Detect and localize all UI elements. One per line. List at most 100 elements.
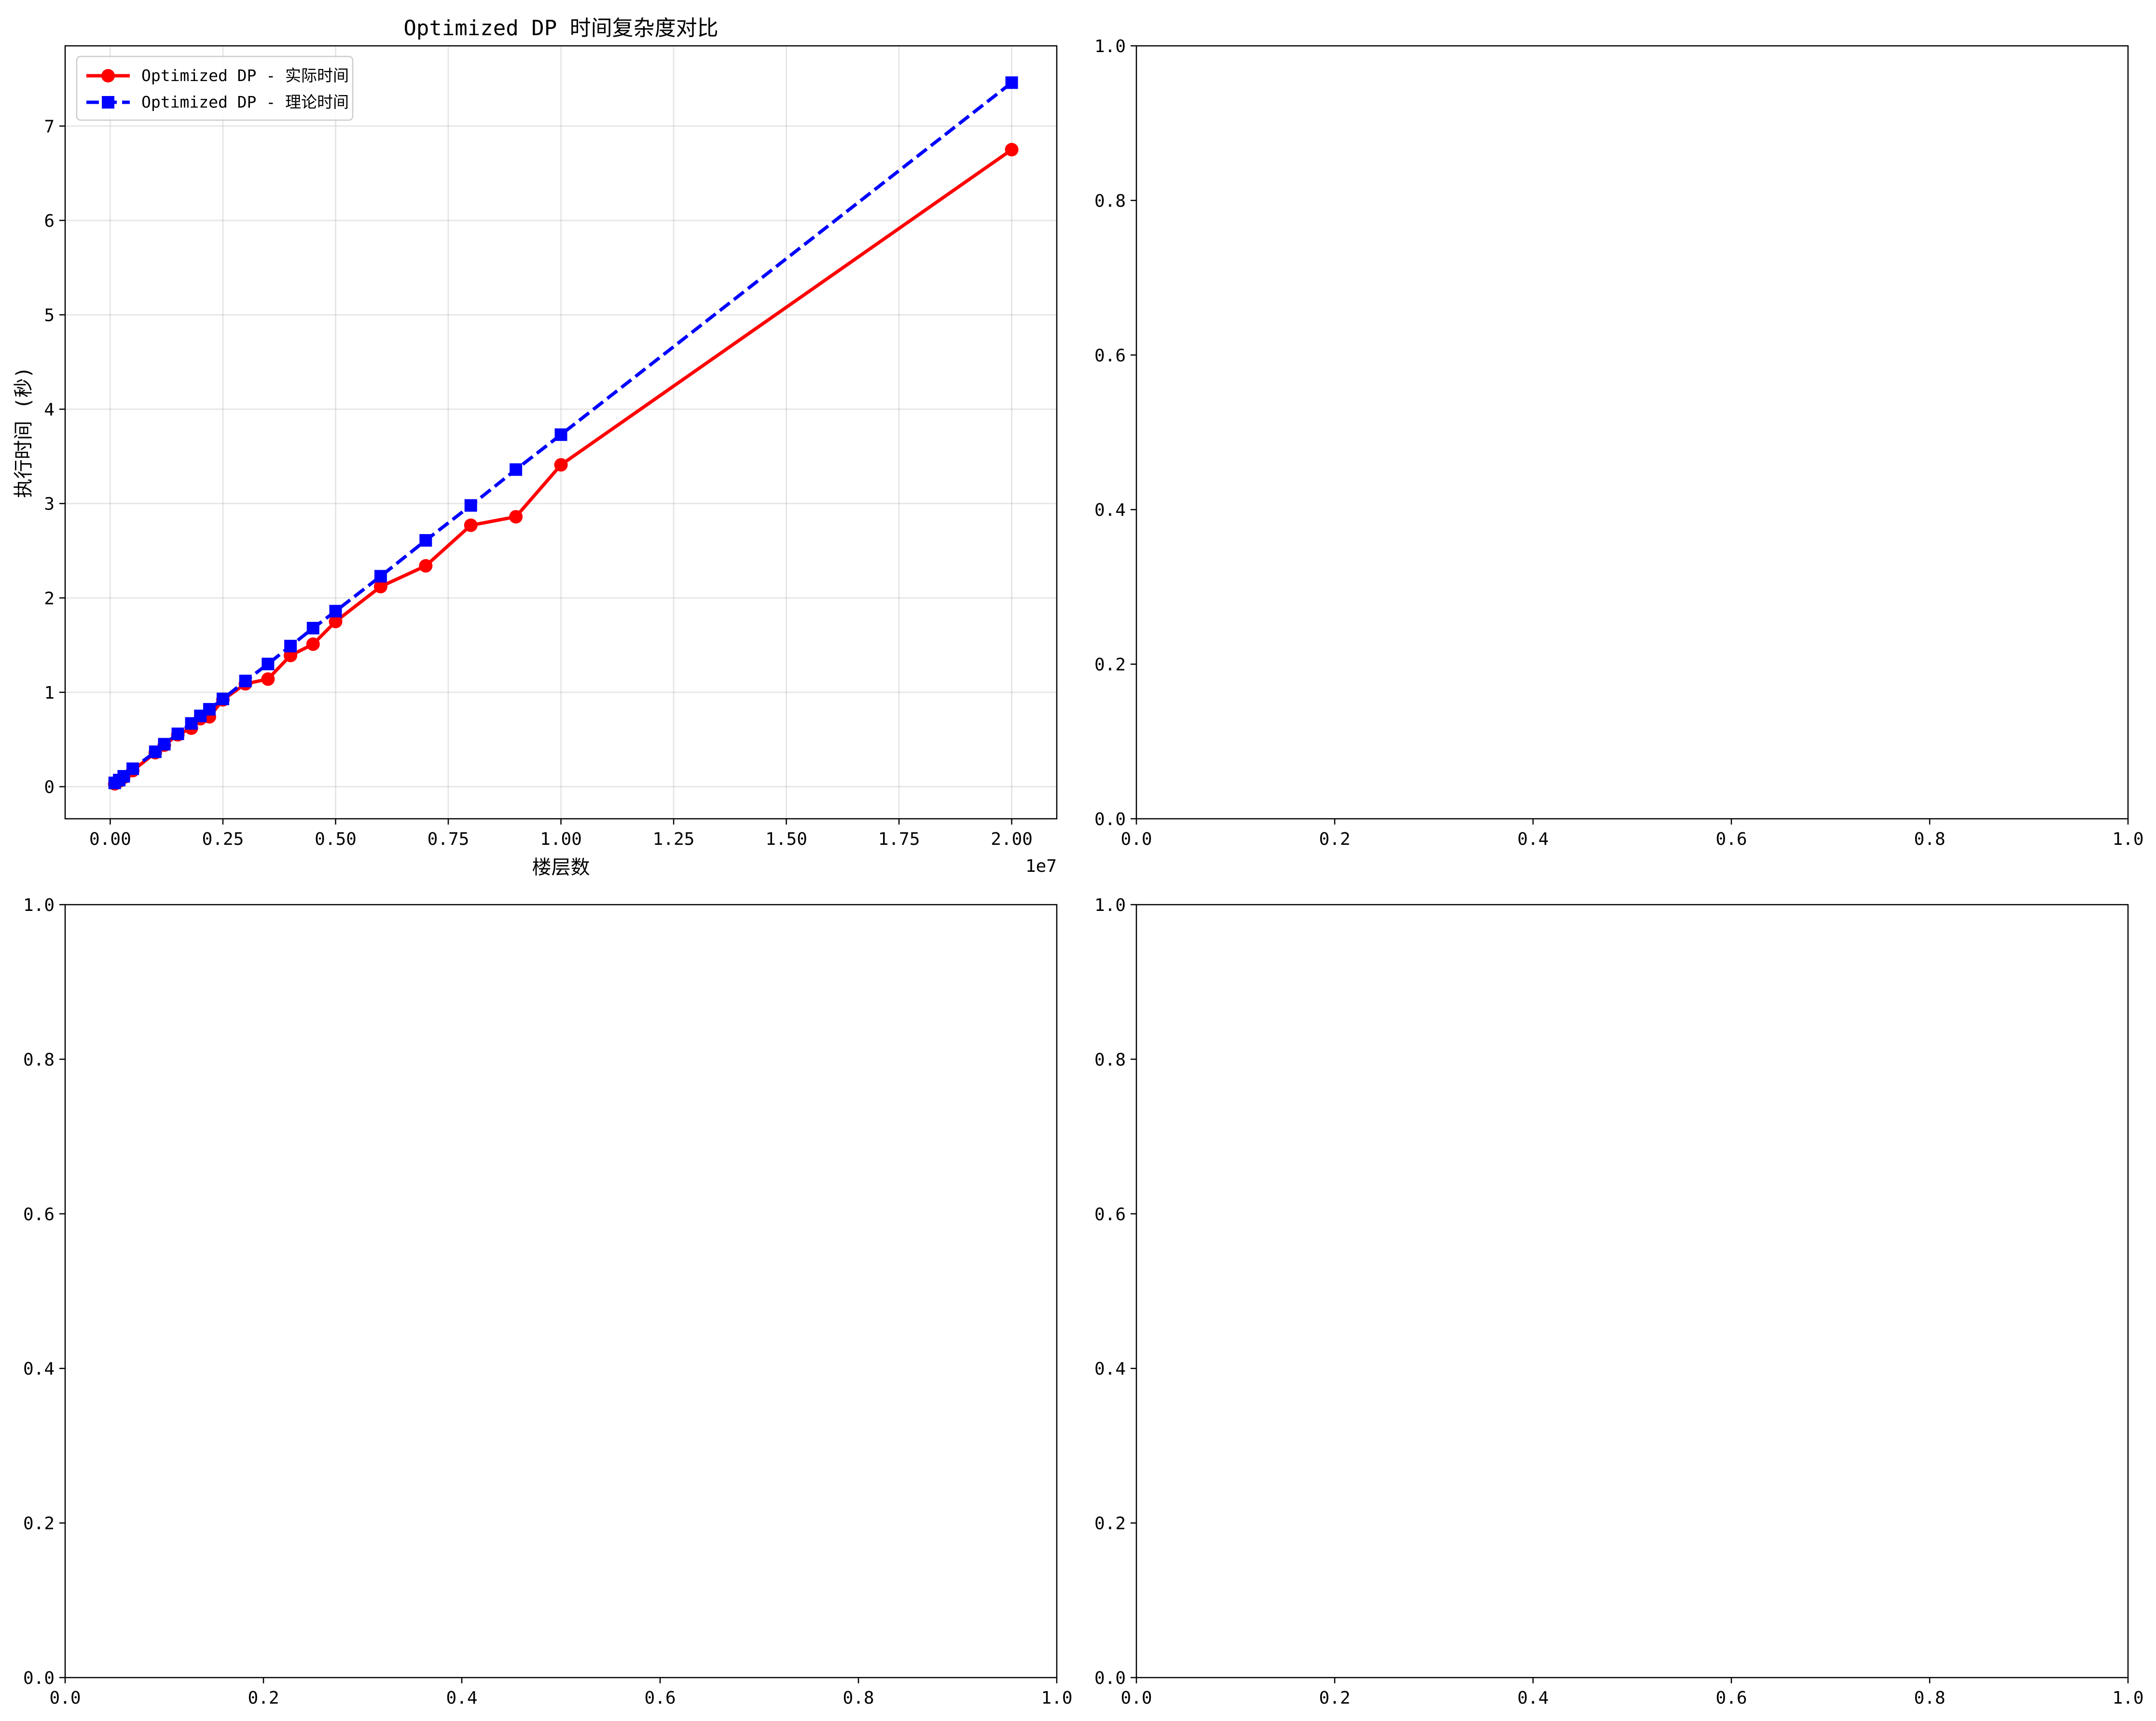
axes-frame [1135,904,2129,1679]
y-tick-label: 1.0 [23,895,55,915]
legend-marker-1 [101,69,115,83]
x-tick-label: 0.00 [89,829,131,849]
y-tick-label: 2 [44,589,55,608]
axes-frame [1135,45,2129,820]
series-line-2 [113,81,1013,785]
series-2-point [374,570,387,583]
legend-label-2: Optimized DP - 理论时间 [141,93,349,111]
series-1-point [373,579,387,593]
x-tick-label: 1.0 [2112,1688,2143,1708]
y-tick-label: 1.0 [1094,37,1126,56]
y-tick-label: 5 [44,305,55,325]
chart-panel-3: 0.0 0.2 0.4 0.6 0.8 1.0 0.0 0.2 0.4 0.6 0.8 1.0 [23,895,1073,1708]
x-tick-label: 1.0 [1041,1688,1072,1708]
chart-panel-1: 0.00 0.25 0.50 0.75 1.00 1.25 1.50 1.75 2.00 0 1 2 3… [13,16,1058,879]
x-tick-label: 0.8 [1914,1688,1945,1708]
legend-box [76,55,354,121]
series-2-point [419,534,432,547]
y-axis-label: 执行时间 (秒) [13,367,35,498]
y-tick-label: 0.8 [1094,1050,1126,1070]
x-tick-label: 0.0 [49,1688,81,1708]
x-tick-label: 1.00 [540,829,582,849]
series-1-point [329,615,343,629]
y-tick-label: 0.0 [1094,1668,1126,1688]
y-tick-label: 0.0 [1094,810,1126,829]
legend-label-1: Optimized DP - 实际时间 [141,66,349,85]
series-2-point [284,640,297,653]
series-1-point [464,518,478,532]
series-1-point [554,458,568,472]
x-tick-label: 0.6 [1715,829,1747,849]
x-tick-label: 1.50 [765,829,807,849]
series-2-point [158,738,171,751]
y-tick-label: 0.8 [23,1050,55,1070]
y-tick-label: 0.8 [1094,191,1126,211]
x-tick-label: 0.4 [1517,829,1548,849]
y-tick-label: 0.6 [23,1205,55,1225]
x-tick-label: 0.50 [315,829,357,849]
series-1-point [306,637,320,651]
x-tick-label: 1.0 [2112,829,2143,849]
y-tick-label: 0.2 [23,1514,55,1534]
y-tick-label: 1 [44,683,55,703]
plot-area [1136,46,2128,819]
y-tick-label: 0.4 [1094,1359,1126,1379]
series-2-point [171,727,184,740]
x-tick-label: 0.25 [202,829,244,849]
x-tick-label: 0.4 [446,1688,477,1708]
series-2-point [464,499,477,512]
series-1-point [261,672,275,686]
series-2-point [554,428,567,441]
x-tick-label: 1.25 [653,829,695,849]
series-1-point [509,510,523,524]
x-tick-label: 0.4 [1517,1688,1548,1708]
series-2-point [306,621,319,634]
series-2-point [1005,76,1018,89]
legend: Optimized DP - 实际时间 Optimized DP - 理论时间 [76,55,354,121]
x-tick-label: 0.2 [1319,1688,1350,1708]
plot-area [1136,905,2128,1678]
y-tick-label: 0.6 [1094,1205,1126,1225]
chart-panel-2: 0.0 0.2 0.4 0.6 0.8 1.0 0.0 0.2 0.4 0.6 0.8 1.0 [1094,37,2144,849]
axes-frame [64,904,1058,1679]
y-tick-label: 4 [44,400,55,420]
x-axis-offset-label: 1e7 [1025,856,1057,876]
y-tick-label: 1.0 [1094,895,1126,915]
x-tick-label: 0.0 [1120,1688,1152,1708]
x-tick-label: 0.75 [428,829,470,849]
y-tick-label: 0.4 [23,1359,55,1379]
series-2-point [239,675,252,688]
plot-area [65,905,1057,1678]
x-tick-label: 0.8 [1914,829,1945,849]
x-tick-label: 2.00 [991,829,1033,849]
chart-title: Optimized DP 时间复杂度对比 [403,16,718,41]
x-tick-label: 0.8 [843,1688,874,1708]
legend-marker-2 [102,96,114,109]
series-2-point [216,692,229,705]
x-tick-label: 1.75 [878,829,920,849]
y-tick-label: 0 [44,777,55,797]
y-tick-label: 7 [44,117,55,137]
series-1-point [1005,143,1019,157]
y-tick-label: 0.4 [1094,500,1126,520]
x-tick-label: 0.2 [248,1688,279,1708]
axes-frame [64,45,1058,820]
series-2-point [203,703,216,716]
y-tick-label: 6 [44,211,55,231]
series-2-point [262,658,275,671]
x-axis-label: 楼层数 [532,856,590,879]
y-tick-label: 0.2 [1094,1514,1126,1534]
y-tick-label: 0.2 [1094,655,1126,675]
series-2-point [510,463,523,476]
y-tick-label: 0.6 [1094,346,1126,366]
x-tick-label: 0.6 [644,1688,676,1708]
series-2-point [329,605,342,618]
y-tick-label: 0.0 [23,1668,55,1688]
x-tick-label: 0.0 [1120,829,1152,849]
series-1-point [419,559,433,573]
chart-panel-4: 0.0 0.2 0.4 0.6 0.8 1.0 0.0 0.2 0.4 0.6 0.8 1.0 [1094,895,2144,1708]
x-tick-label: 0.2 [1319,829,1350,849]
y-tick-label: 3 [44,495,55,514]
series-2-point [126,762,139,775]
